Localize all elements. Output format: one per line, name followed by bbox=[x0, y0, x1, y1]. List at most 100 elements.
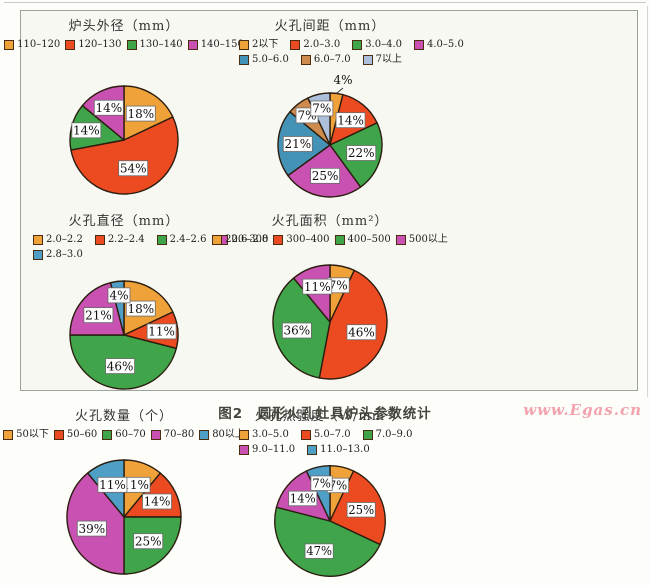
chart-title: 火孔数量（个） bbox=[74, 409, 173, 424]
legend-item: 3.0–4.0 bbox=[352, 37, 402, 52]
legend-label: 120–130 bbox=[78, 39, 122, 50]
slice-label: 11% bbox=[99, 478, 126, 492]
legend-swatch bbox=[414, 39, 424, 50]
chart-legend: 200–300 300–400 400–500 500以上 bbox=[212, 232, 448, 247]
legend-label: 3.0–5.0 bbox=[252, 429, 289, 440]
slice-label-box bbox=[71, 122, 102, 139]
slice-label: 4% bbox=[109, 289, 128, 303]
slice-label-box bbox=[125, 300, 156, 317]
legend-item: 5.0–6.0 bbox=[239, 52, 289, 67]
pie-graphic: 4%14%22%25%21%7%7% bbox=[277, 73, 383, 198]
legend-row: 2.8–3.0 bbox=[21, 247, 227, 262]
pie-chart-fire-hole-count: 火孔数量（个） 50以下 50–60 60–70 70–80 80以上 11% 14% 25… bbox=[3, 401, 245, 585]
legend-row: 2以下 2.0–3.0 3.0–4.0 4.0–5.0 bbox=[227, 37, 464, 52]
legend-label: 70–80 bbox=[163, 429, 195, 440]
slice-label-box bbox=[346, 145, 377, 161]
legend-swatch bbox=[187, 39, 198, 50]
legend-label: 200–300 bbox=[225, 234, 269, 245]
legend-item: 9.0–11.0 bbox=[239, 442, 295, 457]
legend-swatch bbox=[94, 234, 105, 245]
legend-swatch bbox=[33, 234, 43, 245]
legend-item: 2以下 bbox=[239, 37, 278, 52]
scan-artifact-right-line bbox=[647, 6, 648, 397]
legend-swatch bbox=[150, 429, 161, 440]
slice-label: 11% bbox=[304, 280, 331, 294]
legend-label: 5.0–6.0 bbox=[252, 54, 289, 65]
legend-label: 6.0–7.0 bbox=[313, 54, 351, 65]
legend-item: 7以上 bbox=[362, 52, 402, 67]
legend-item: 11.0–13.0 bbox=[307, 442, 370, 457]
legend-swatch bbox=[362, 429, 373, 440]
figure-frame: 炉头外径（mm） 110–120 120–130 130–140 140–150 18… bbox=[3, 10, 638, 577]
legend-label: 4.0–5.0 bbox=[427, 39, 464, 50]
slice-label-box bbox=[107, 287, 131, 304]
legend-item: 3.0–5.0 bbox=[239, 427, 289, 442]
chart-title: 火孔面积（mm²） bbox=[271, 214, 389, 229]
legend-row: 50以下 50–60 60–70 70–80 80以上 bbox=[3, 427, 245, 442]
slice-label-box bbox=[105, 358, 135, 374]
slice-label: 7% bbox=[312, 476, 330, 490]
legend-label: 300–400 bbox=[286, 234, 330, 245]
slice-label: 25% bbox=[135, 534, 162, 548]
legend-label: 2以下 bbox=[252, 39, 279, 50]
legend-swatch bbox=[102, 429, 113, 440]
slice-label: 14% bbox=[73, 124, 100, 138]
legend-item: 7.0–9.0 bbox=[362, 427, 413, 442]
slice-label: 18% bbox=[127, 302, 154, 316]
slice-label-box bbox=[118, 160, 149, 177]
legend-item: 60–70 bbox=[102, 427, 146, 442]
slice-label: 25% bbox=[312, 169, 339, 183]
legend-row: 200–300 300–400 400–500 500以上 bbox=[212, 232, 448, 247]
legend-item: 4.0–5.0 bbox=[414, 37, 464, 52]
pie-chart-burner-outer-diameter: 炉头外径（mm） 110–120 120–130 130–140 140–150 18… bbox=[4, 11, 244, 206]
slice-label: 4% bbox=[333, 73, 352, 87]
legend-label: 2.8–3.0 bbox=[46, 249, 83, 260]
legend-swatch bbox=[199, 429, 210, 440]
slice-label-box bbox=[281, 322, 312, 339]
legend-label: 7.0–9.0 bbox=[375, 429, 413, 440]
slice-label-box bbox=[146, 323, 177, 340]
legend-swatch bbox=[33, 249, 43, 260]
legend-label: 2.6–2.8 bbox=[231, 234, 269, 245]
legend-item: 2.0–3.0 bbox=[290, 37, 340, 52]
slice-label-box bbox=[310, 167, 341, 184]
chart-title: 火孔直径（mm） bbox=[68, 214, 180, 229]
caption-row: 图2 圆形火孔灶具炉头参数统计 www.Egas.cn bbox=[0, 397, 650, 425]
legend-swatch bbox=[307, 444, 318, 455]
legend-swatch bbox=[273, 234, 284, 245]
legend-swatch bbox=[239, 39, 249, 50]
legend-item: 130–140 bbox=[126, 37, 183, 52]
legend-swatch bbox=[65, 39, 76, 50]
legend-item: 50–60 bbox=[53, 427, 97, 442]
slice-label-box bbox=[302, 278, 333, 295]
chart-legend: 2以下 2.0–3.0 3.0–4.0 4.0–5.0 5.0–6.0 6.0–7.0 7以… bbox=[227, 37, 464, 67]
slice-label-box bbox=[282, 136, 313, 152]
slice-label: 11% bbox=[148, 325, 175, 339]
slice-label-box bbox=[125, 105, 156, 122]
legend-label: 60–70 bbox=[115, 429, 146, 440]
pie-graphic: 11%14%25%39%11% bbox=[66, 459, 182, 575]
legend-item: 200–300 bbox=[212, 232, 268, 247]
legend-item: 120–130 bbox=[65, 37, 122, 52]
legend-label: 140–150 bbox=[200, 39, 244, 50]
legend-swatch bbox=[290, 39, 301, 50]
legend-row: 110–120 120–130 130–140 140–150 bbox=[4, 37, 244, 52]
legend-label: 3.0–4.0 bbox=[365, 39, 402, 50]
legend-item: 2.2–2.4 bbox=[94, 232, 145, 247]
chart-legend: 50以下 50–60 60–70 70–80 80以上 bbox=[3, 427, 245, 442]
pie-slice bbox=[70, 116, 179, 195]
pie-chart-fire-hole-heat-intensity: 火孔热强度（W/mm²） 3.0–5.0 5.0–7.0 7.0–9.0 9.0–11… bbox=[227, 401, 433, 585]
slice-label: 14% bbox=[144, 495, 171, 509]
legend-row: 3.0–5.0 5.0–7.0 7.0–9.0 bbox=[227, 427, 433, 442]
pie-chart-fire-hole-area: 火孔面积（mm²） 200–300 300–400 400–500 500以上 7% 4… bbox=[212, 206, 448, 390]
legend-swatch bbox=[362, 54, 373, 65]
slice-label: 14% bbox=[290, 492, 316, 506]
pie-graphic: 7%25%47%14%7% bbox=[274, 465, 386, 577]
slice-label: 14% bbox=[337, 113, 364, 127]
pie-chart-fire-hole-diameter: 火孔直径（mm） 2.0–2.2 2.2–2.4 2.4–2.6 2.6–2.8 2.8… bbox=[21, 206, 268, 401]
pie-graphic: 18% 11% 46% 21% 4% bbox=[69, 280, 179, 390]
legend-label: 7以上 bbox=[375, 54, 402, 65]
slice-label: 54% bbox=[120, 161, 147, 175]
legend-label: 5.0–7.0 bbox=[313, 429, 351, 440]
